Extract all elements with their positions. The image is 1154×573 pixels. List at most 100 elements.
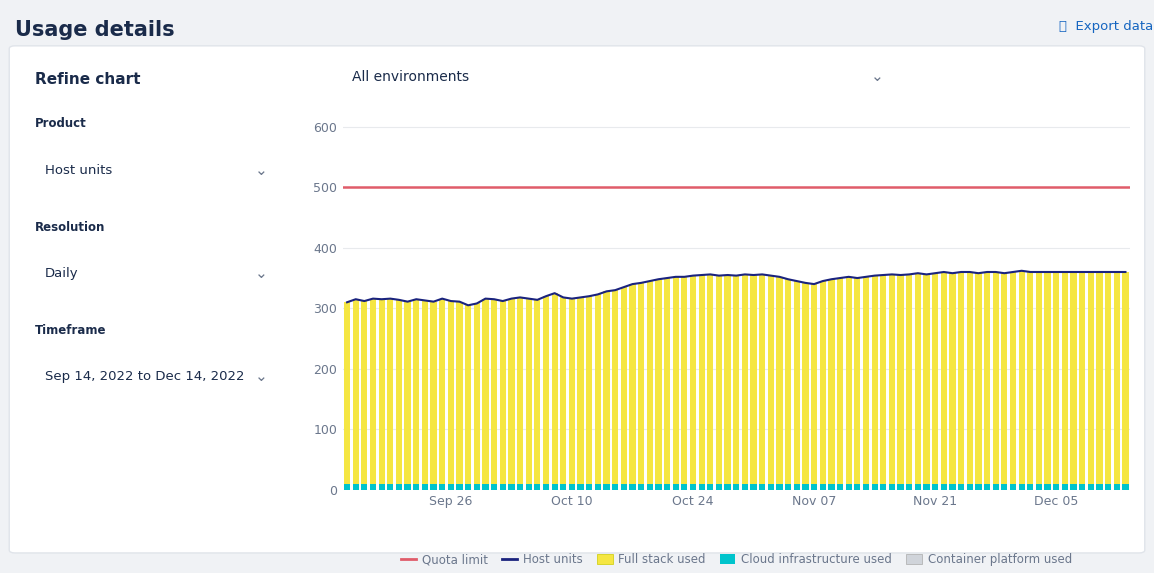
Bar xyxy=(388,299,394,484)
Bar xyxy=(785,484,792,490)
Bar xyxy=(612,290,619,484)
Bar xyxy=(906,274,913,484)
Bar xyxy=(1019,271,1025,484)
Bar xyxy=(794,281,800,484)
Bar xyxy=(1106,272,1111,484)
Bar xyxy=(802,484,809,490)
Bar xyxy=(430,301,436,484)
Bar xyxy=(733,276,740,484)
Bar xyxy=(1088,272,1094,484)
Bar xyxy=(664,278,670,484)
Bar xyxy=(646,281,653,484)
Bar xyxy=(448,301,454,484)
Bar xyxy=(1002,484,1007,490)
Bar xyxy=(750,275,757,484)
Bar xyxy=(984,272,990,484)
Bar xyxy=(405,301,411,484)
Bar xyxy=(569,484,575,490)
Bar xyxy=(379,484,384,490)
Text: Product: Product xyxy=(35,117,87,131)
Bar xyxy=(361,484,367,490)
Bar xyxy=(604,484,609,490)
Bar xyxy=(490,484,497,490)
Bar xyxy=(1123,484,1129,490)
Bar xyxy=(871,484,878,490)
Bar xyxy=(958,272,965,484)
Bar xyxy=(473,304,480,484)
Bar xyxy=(984,484,990,490)
Bar xyxy=(1044,484,1051,490)
Bar xyxy=(681,277,688,484)
Bar xyxy=(577,484,584,490)
Bar xyxy=(846,277,852,484)
Bar xyxy=(525,299,532,484)
Bar xyxy=(379,299,384,484)
Bar xyxy=(725,275,730,484)
Bar xyxy=(490,299,497,484)
Bar xyxy=(759,274,765,484)
Bar xyxy=(881,484,886,490)
Bar xyxy=(430,484,436,490)
Bar xyxy=(941,484,947,490)
Bar xyxy=(517,297,523,484)
Bar xyxy=(586,484,592,490)
Bar xyxy=(370,484,376,490)
Bar xyxy=(715,276,722,484)
Bar xyxy=(638,283,644,484)
Bar xyxy=(396,484,402,490)
Bar xyxy=(370,299,376,484)
Bar xyxy=(1071,272,1077,484)
Bar xyxy=(638,484,644,490)
Bar xyxy=(742,274,748,484)
Bar xyxy=(967,272,973,484)
Bar xyxy=(594,484,601,490)
Text: ⌄: ⌄ xyxy=(255,369,268,384)
Bar xyxy=(586,296,592,484)
Bar xyxy=(889,274,896,484)
Bar xyxy=(829,484,834,490)
Bar xyxy=(1096,484,1102,490)
Bar xyxy=(439,299,445,484)
Bar xyxy=(975,484,982,490)
Bar xyxy=(525,484,532,490)
Bar xyxy=(819,281,826,484)
Text: All environments: All environments xyxy=(352,70,469,84)
Bar xyxy=(863,277,869,484)
Bar xyxy=(353,299,359,484)
Bar xyxy=(560,484,567,490)
Bar xyxy=(1036,484,1042,490)
Bar xyxy=(1054,272,1059,484)
Text: Daily: Daily xyxy=(45,267,78,280)
Bar xyxy=(542,296,549,484)
Bar xyxy=(1079,272,1085,484)
Text: ⌄: ⌄ xyxy=(255,266,268,281)
Bar xyxy=(1010,484,1017,490)
Bar xyxy=(923,274,930,484)
Bar xyxy=(1079,484,1085,490)
Bar xyxy=(517,484,523,490)
Bar xyxy=(405,484,411,490)
Bar xyxy=(655,279,661,484)
Text: ⌄: ⌄ xyxy=(255,163,268,178)
Bar xyxy=(465,484,471,490)
Bar xyxy=(881,275,886,484)
Bar xyxy=(552,484,557,490)
Bar xyxy=(621,484,627,490)
Bar xyxy=(715,484,722,490)
Bar xyxy=(698,275,705,484)
Bar xyxy=(707,484,713,490)
Bar xyxy=(1044,272,1051,484)
Bar xyxy=(646,484,653,490)
Bar xyxy=(829,279,834,484)
Bar xyxy=(534,300,540,484)
Bar xyxy=(819,484,826,490)
Bar xyxy=(1002,273,1007,484)
Bar xyxy=(958,484,965,490)
Bar xyxy=(482,299,488,484)
Bar xyxy=(889,484,896,490)
Bar xyxy=(448,484,454,490)
Bar xyxy=(1019,484,1025,490)
Bar xyxy=(552,293,557,484)
Bar xyxy=(932,273,938,484)
Bar xyxy=(898,275,904,484)
